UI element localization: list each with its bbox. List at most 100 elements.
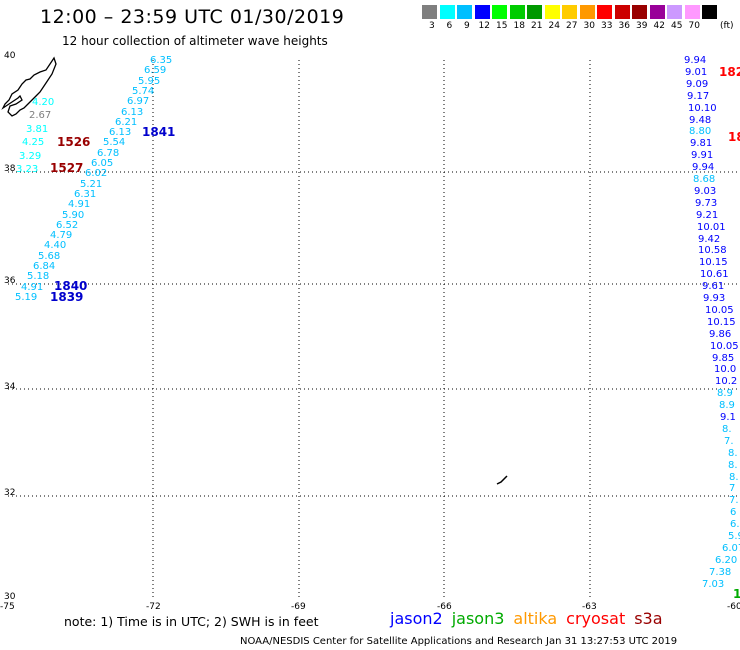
wave-height-value: 6.31 <box>74 189 97 200</box>
color-scale-tick: 33 <box>601 21 613 31</box>
wave-height-value: 9.85 <box>712 353 735 364</box>
latitude-label: 30 <box>4 592 16 602</box>
color-swatch <box>562 5 577 19</box>
wave-height-value: 8. <box>729 472 739 483</box>
coastline <box>1 56 57 117</box>
wave-height-value: 9.03 <box>694 186 717 197</box>
wave-height-value: 8. <box>728 460 738 471</box>
wave-height-value: 5.54 <box>103 137 126 148</box>
wave-height-value: 5.9 <box>728 531 740 542</box>
wave-height-value: 8.68 <box>693 174 716 185</box>
wave-height-value: 6.84 <box>33 261 56 272</box>
longitude-label: -63 <box>582 602 597 612</box>
wave-height-value: 3.81 <box>26 124 49 135</box>
wave-height-value: 9.09 <box>686 79 709 90</box>
wave-height-value: 10.0 <box>714 364 737 375</box>
wave-height-value: 10.15 <box>699 257 728 268</box>
legend-satellite-s3a: s3a <box>634 609 663 628</box>
wave-height-value: 3.23 <box>16 164 39 175</box>
wave-height-value: 5.68 <box>38 251 61 262</box>
wave-height-value: 9.93 <box>703 293 726 304</box>
wave-height-value: 9.61 <box>702 281 725 292</box>
color-swatch <box>614 5 630 19</box>
wave-height-value: 6.97 <box>127 96 150 107</box>
wave-height-value: 7.03 <box>702 579 725 590</box>
wave-height-value: 10.05 <box>705 305 734 316</box>
wave-height-value: 2.67 <box>29 110 52 121</box>
color-swatch <box>492 5 507 19</box>
pass-number-label: 1839 <box>50 290 84 304</box>
legend-satellite-altika: altika <box>513 609 558 628</box>
latitude-label: 38 <box>4 164 16 174</box>
color-scale-tick: 24 <box>548 21 560 31</box>
wave-height-value: 8. <box>728 448 738 459</box>
wave-height-value: 6.59 <box>144 65 167 76</box>
pass-number-label: 18 <box>728 130 740 144</box>
wave-height-value: 6.21 <box>115 117 138 128</box>
color-swatch <box>457 5 472 19</box>
satellite-legend: jason2 jason3 altika cryosat s3a <box>390 609 672 628</box>
color-scale-unit: (ft) <box>720 21 734 31</box>
wave-height-value: 9.86 <box>709 329 732 340</box>
bermuda-island <box>496 475 508 485</box>
wave-height-value: 6.02 <box>85 168 108 179</box>
latitude-label: 34 <box>4 382 16 392</box>
wave-height-value: 7.38 <box>709 567 732 578</box>
wave-height-value: 9.21 <box>696 210 719 221</box>
wave-height-value: 4.25 <box>22 137 45 148</box>
color-scale-labels: 3 6 9 12 15 18 21 24 27 30 33 36 39 42 45 70 <box>422 21 740 35</box>
wave-height-value: 10.15 <box>707 317 736 328</box>
wave-height-value: 4.40 <box>44 240 67 251</box>
color-scale-tick: 42 <box>653 21 665 31</box>
wave-height-value: 6.52 <box>56 220 79 231</box>
color-swatch <box>667 5 682 19</box>
latitude-label: 40 <box>4 51 16 61</box>
wave-height-value: 3.29 <box>19 151 42 162</box>
pass-number-label: 1841 <box>142 125 176 139</box>
wave-height-value: 5.18 <box>27 271 50 282</box>
pass-number-label: 1527 <box>50 161 84 175</box>
wave-height-value: 9.81 <box>690 138 713 149</box>
color-scale-tick: 45 <box>671 21 683 31</box>
wave-height-value: 5.90 <box>62 210 85 221</box>
wave-height-value: 5.19 <box>15 292 38 303</box>
pass-number-label: 1 <box>733 587 740 601</box>
longitude-label: -69 <box>291 602 306 612</box>
color-scale-tick: 27 <box>566 21 578 31</box>
longitude-label: -75 <box>0 602 15 612</box>
wave-height-value: 4.91 <box>68 199 91 210</box>
wave-height-value: 9.17 <box>687 91 710 102</box>
longitude-label: -66 <box>437 602 452 612</box>
latitude-label: 36 <box>4 276 16 286</box>
color-swatch <box>509 5 525 19</box>
wave-height-value: 6.05 <box>91 158 114 169</box>
color-scale-tick: 3 <box>429 21 435 31</box>
color-scale-tick: 39 <box>636 21 648 31</box>
credit-footer: NOAA/NESDIS Center for Satellite Applica… <box>240 636 678 647</box>
wave-height-value: 9.73 <box>695 198 718 209</box>
wave-height-value: 10.61 <box>700 269 729 280</box>
wave-height-value: 9.48 <box>689 115 712 126</box>
latitude-label: 32 <box>4 488 16 498</box>
wave-height-value: 9.1 <box>720 412 736 423</box>
wave-height-value: 6 <box>730 507 737 518</box>
wave-height-value: 5.21 <box>80 179 103 190</box>
map-subtitle: 12 hour collection of altimeter wave hei… <box>62 34 328 48</box>
wave-height-value: 6.13 <box>109 127 132 138</box>
color-swatch <box>684 5 700 19</box>
wave-height-value: 6.07 <box>722 543 740 554</box>
color-swatch <box>527 5 542 19</box>
wave-height-value: 8.80 <box>689 126 712 137</box>
longitude-label: -60 <box>727 602 740 612</box>
wave-height-value: 7. <box>724 436 734 447</box>
wave-height-value: 6.20 <box>715 555 738 566</box>
wave-height-value: 9.42 <box>698 234 721 245</box>
wave-height-value: 9.91 <box>691 150 714 161</box>
color-scale-tick: 70 <box>688 21 700 31</box>
map-title: 12:00 – 23:59 UTC 01/30/2019 <box>40 6 345 28</box>
wave-height-value: 4.91 <box>21 282 44 293</box>
legend-satellite-cryosat: cryosat <box>566 609 626 628</box>
wave-height-value: 6.35 <box>150 55 173 66</box>
wave-height-value: 8. <box>722 424 732 435</box>
wave-height-value: 9.94 <box>684 55 707 66</box>
